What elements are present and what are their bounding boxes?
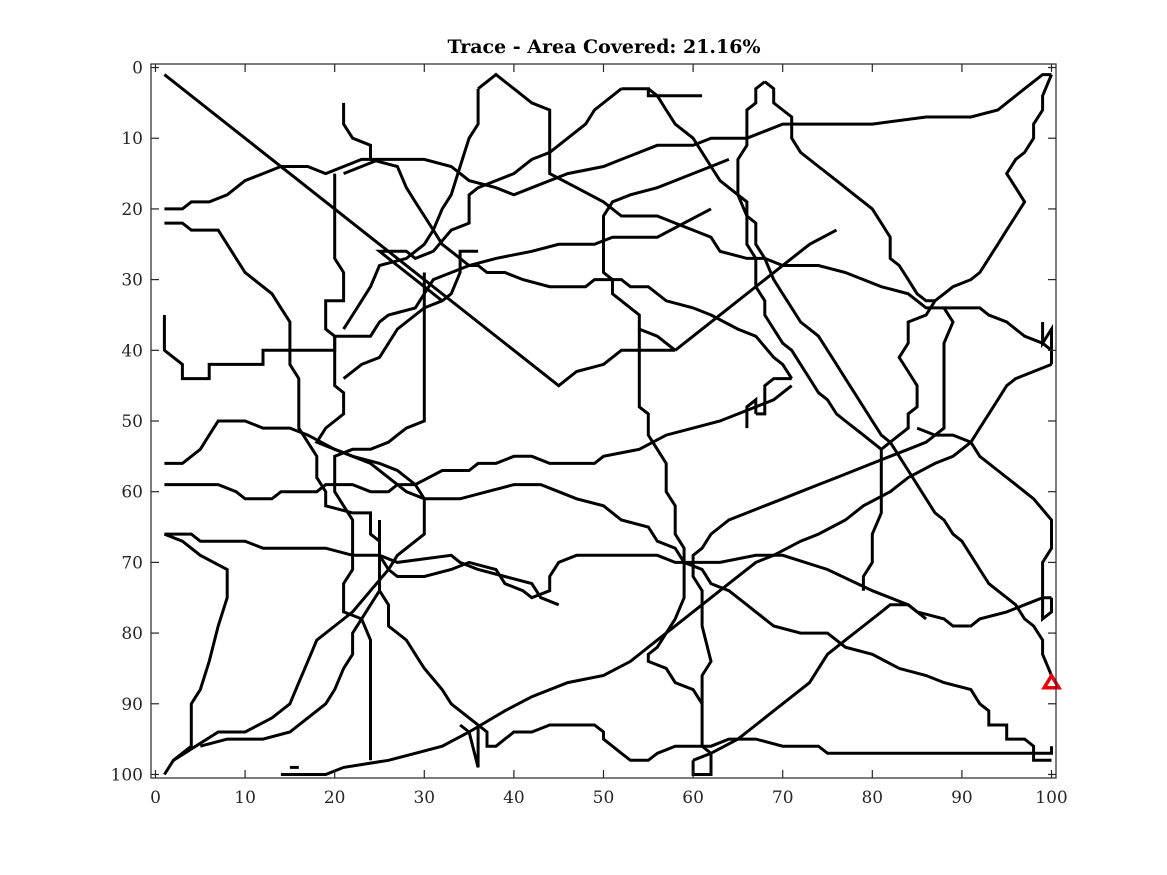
- trace-segment: [736, 80, 883, 451]
- x-tick-label: 10: [234, 788, 256, 808]
- trace-segment: [378, 589, 1053, 762]
- trace-segment: [164, 532, 560, 607]
- x-tick-label: 90: [951, 788, 973, 808]
- trace-segment: [375, 87, 623, 302]
- trace-segment: [692, 603, 928, 762]
- trace-segment: [1041, 322, 1053, 365]
- trace-segment: [637, 329, 704, 705]
- trace-segment: [674, 228, 838, 352]
- y-tick-label: 0: [132, 59, 143, 79]
- x-tick-label: 100: [1035, 788, 1067, 808]
- trace-segment: [602, 158, 730, 352]
- trace-segment: [861, 300, 937, 591]
- y-tick-label: 100: [111, 765, 143, 785]
- trace-segment: [342, 88, 480, 330]
- y-tick-label: 90: [121, 695, 143, 715]
- y-tick-label: 30: [121, 271, 143, 291]
- y-tick-label: 10: [121, 129, 143, 149]
- trace-segment: [162, 207, 712, 381]
- trace-segment: [916, 426, 1053, 622]
- trace-segment: [342, 102, 793, 380]
- trace-segment: [163, 73, 676, 388]
- trace-segment: [647, 87, 1053, 677]
- chart-title: Trace - Area Covered: 21.16%: [447, 36, 760, 58]
- y-tick-label: 60: [121, 483, 143, 503]
- y-tick-label: 70: [121, 553, 143, 573]
- trace-segment: [164, 221, 1052, 628]
- plot-area: [162, 72, 1063, 776]
- trace-segment: [333, 272, 426, 761]
- y-tick-label: 80: [121, 624, 143, 644]
- trace-segment: [163, 532, 229, 776]
- x-tick-label: 30: [413, 788, 435, 808]
- trace-segment: [164, 384, 793, 501]
- trace-segment: [343, 158, 381, 175]
- trace-segment: [314, 173, 1052, 762]
- trace-segment: [164, 419, 426, 762]
- y-tick-label: 40: [121, 341, 143, 361]
- trace-segment: [280, 363, 1053, 776]
- trace-segment: [199, 520, 381, 748]
- trace-segment: [342, 249, 479, 380]
- trace-segment: [745, 396, 758, 429]
- trace-segment: [755, 377, 792, 416]
- x-tick-label: 80: [861, 788, 883, 808]
- trace-lines: [162, 72, 1053, 776]
- y-tick-label: 50: [121, 412, 143, 432]
- x-tick-label: 20: [324, 788, 346, 808]
- x-tick-label: 40: [503, 788, 525, 808]
- trace-segment: [621, 87, 703, 98]
- trace-segment: [459, 723, 480, 768]
- y-tick-label: 20: [121, 200, 143, 220]
- trace-segment: [477, 72, 1053, 352]
- current-position-marker: [1041, 672, 1063, 690]
- x-tick-label: 0: [150, 788, 161, 808]
- axes: 0 10 20 30 40 50 60 70 80 90 100 0 10 20 30 40 50 60 70 80 9…: [111, 59, 1068, 808]
- x-tick-label: 70: [772, 788, 794, 808]
- x-tick-label: 50: [593, 788, 615, 808]
- x-tick-label: 60: [682, 788, 704, 808]
